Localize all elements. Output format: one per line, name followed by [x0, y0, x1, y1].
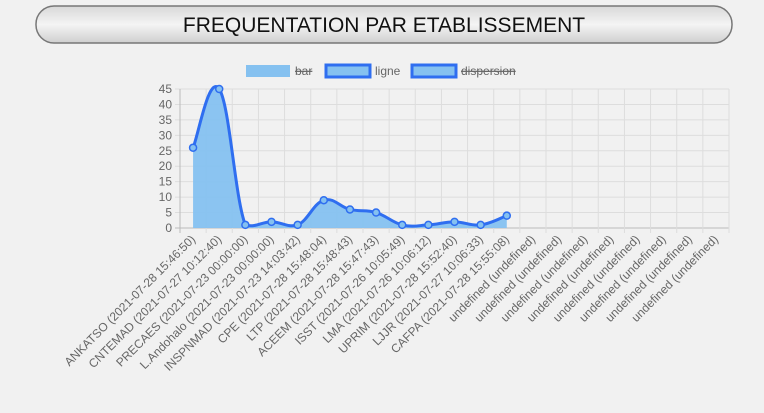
point: [319, 195, 329, 205]
y-tick-label: 45: [159, 82, 173, 96]
point: [188, 143, 198, 152]
point: [397, 220, 407, 230]
chart-title: FREQUENTATION PAR ETABLISSEMENT: [183, 14, 585, 37]
y-tick-label: 35: [159, 113, 173, 127]
point: [241, 220, 250, 230]
y-tick-label: 5: [165, 206, 172, 220]
y-tick-label: 30: [159, 128, 173, 142]
line-area: [193, 86, 507, 228]
point: [450, 217, 459, 227]
y-tick-label: 40: [159, 97, 173, 111]
point: [502, 211, 512, 220]
y-tick-label: 15: [159, 175, 173, 189]
legend-label: bar: [295, 64, 312, 78]
point: [214, 84, 224, 94]
point: [293, 220, 302, 230]
point: [267, 217, 276, 227]
legend-swatch: [324, 63, 372, 79]
legend-swatch: [246, 65, 290, 77]
y-tick-label: 10: [159, 190, 173, 204]
point: [476, 220, 485, 230]
y-tick-label: 0: [165, 221, 172, 235]
legend-swatch: [410, 63, 458, 79]
legend-label: ligne: [375, 64, 401, 78]
point: [371, 208, 381, 217]
title-box: [35, 5, 733, 44]
legend-label: dispersion: [461, 64, 516, 78]
point: [345, 205, 355, 214]
point: [424, 220, 433, 230]
y-tick-label: 20: [159, 159, 173, 173]
y-tick-label: 25: [159, 144, 173, 158]
